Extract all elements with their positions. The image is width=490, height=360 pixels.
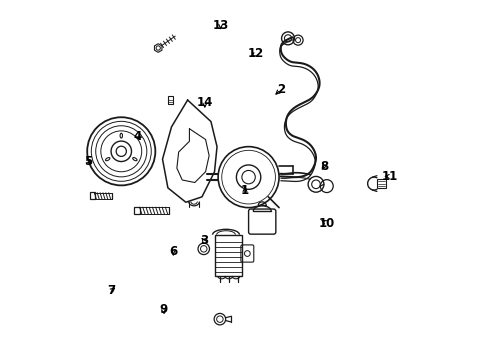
Text: 6: 6 [169,245,177,258]
Ellipse shape [133,158,137,161]
Text: 11: 11 [382,170,398,183]
Text: 8: 8 [320,160,328,173]
Text: 10: 10 [318,216,335,230]
Text: 9: 9 [159,303,168,316]
Text: 2: 2 [277,83,285,96]
Text: 14: 14 [196,96,213,109]
Circle shape [116,146,126,157]
Text: 5: 5 [84,155,92,168]
Text: 13: 13 [213,19,229,32]
Ellipse shape [105,158,110,161]
Circle shape [242,170,255,184]
Ellipse shape [120,133,122,138]
Text: 12: 12 [247,47,264,60]
Text: 3: 3 [200,234,208,247]
Text: 7: 7 [107,284,116,297]
Text: 1: 1 [241,184,249,197]
Text: 4: 4 [133,130,142,143]
